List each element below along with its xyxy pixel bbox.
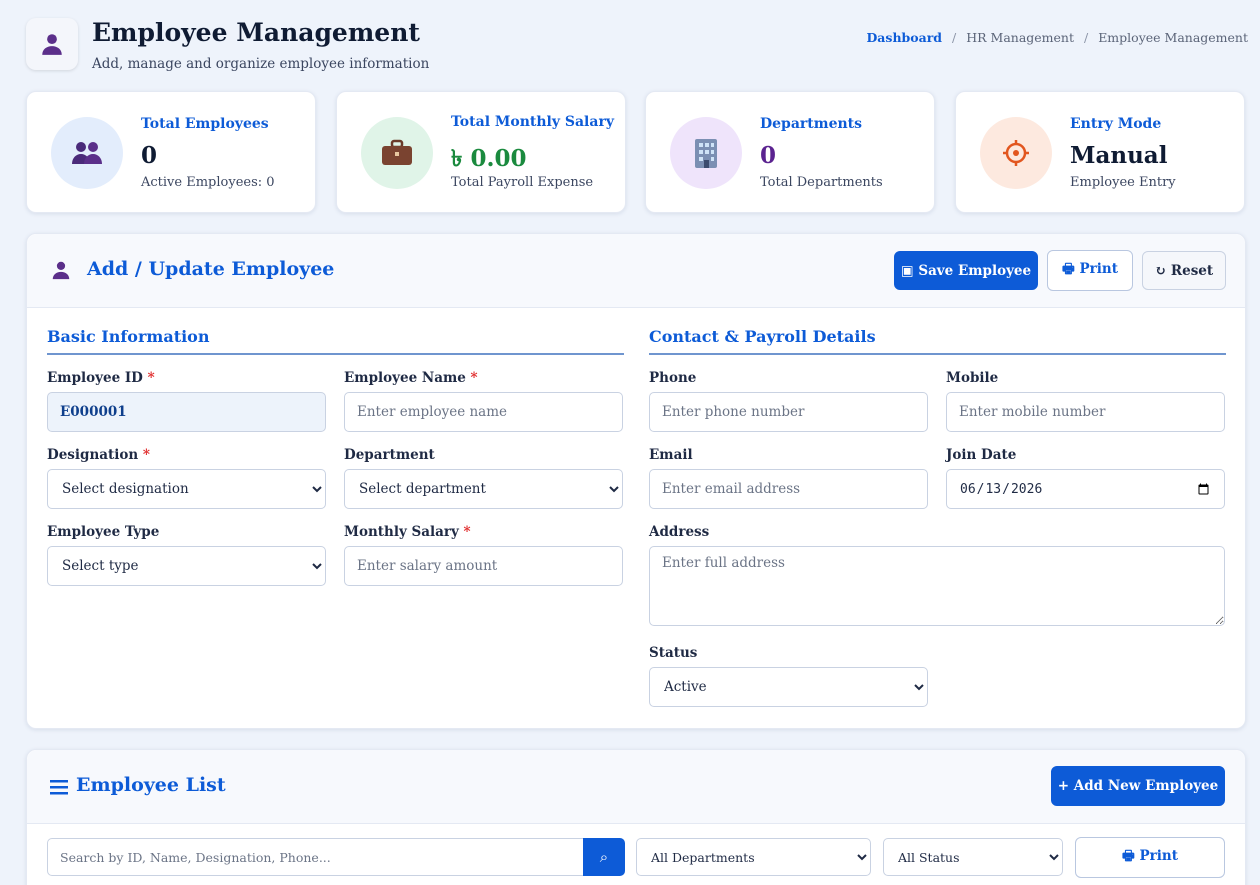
employee-name-label: Employee Name *	[344, 370, 478, 386]
list-print-button[interactable]: 🖶 Print	[1075, 837, 1225, 878]
user-icon	[49, 258, 73, 282]
people-icon	[51, 117, 123, 189]
department-label: Department	[344, 447, 435, 463]
mobile-input[interactable]	[946, 392, 1225, 432]
add-new-employee-button[interactable]: + Add New Employee	[1051, 766, 1225, 806]
employee-name-input[interactable]	[344, 392, 623, 432]
employee-form-panel: Add / Update Employee ▣ Save Employee 🖶 …	[26, 233, 1246, 729]
breadcrumb-separator: /	[952, 30, 957, 45]
user-icon	[26, 18, 78, 70]
monthly-salary-label: Monthly Salary *	[344, 524, 471, 540]
breadcrumb-separator: /	[1083, 30, 1089, 45]
stat-label: Total Monthly Salary	[451, 114, 614, 130]
breadcrumb-current: Employee Management	[1098, 30, 1248, 45]
address-label: Address	[649, 524, 710, 540]
basic-information-heading: Basic Information	[47, 327, 210, 346]
department-filter-select[interactable]: All Departments	[636, 838, 871, 876]
stat-card-total-salary: Total Monthly Salary ৳ 0.00 Total Payrol…	[336, 91, 626, 213]
stat-value: 0	[760, 142, 777, 169]
stat-value: ৳ 0.00	[451, 145, 527, 172]
department-select[interactable]: Select department	[344, 469, 623, 509]
section-divider	[47, 353, 624, 355]
join-date-label: Join Date	[946, 447, 1017, 463]
status-label: Status	[649, 645, 698, 661]
stat-label: Total Employees	[141, 116, 269, 132]
building-icon	[670, 117, 742, 189]
employee-id-field[interactable]	[47, 392, 326, 432]
stat-label: Departments	[760, 116, 862, 132]
breadcrumb-dashboard[interactable]: Dashboard	[866, 30, 943, 45]
stat-sub: Total Payroll Expense	[451, 175, 594, 190]
list-icon	[47, 775, 71, 799]
section-divider	[649, 353, 1226, 355]
email-input[interactable]	[649, 469, 928, 509]
employee-type-select[interactable]: Select type	[47, 546, 326, 586]
employee-search-input[interactable]	[47, 838, 585, 876]
employee-id-label: Employee ID *	[47, 370, 155, 386]
panel-header: Add / Update Employee ▣ Save Employee 🖶 …	[27, 234, 1245, 308]
print-button[interactable]: 🖶 Print	[1047, 250, 1133, 291]
status-select[interactable]: Active	[649, 667, 928, 707]
employee-type-label: Employee Type	[47, 524, 160, 540]
email-label: Email	[649, 447, 693, 463]
phone-label: Phone	[649, 370, 697, 386]
monthly-salary-input[interactable]	[344, 546, 623, 586]
page-header: Employee Management Add, manage and orga…	[26, 18, 1248, 74]
breadcrumb-hr-management[interactable]: HR Management	[966, 30, 1074, 45]
panel-title: Employee List	[76, 774, 226, 796]
stat-card-departments: Departments 0 Total Departments	[645, 91, 935, 213]
address-textarea[interactable]	[649, 546, 1225, 626]
contact-payroll-heading: Contact & Payroll Details	[649, 327, 876, 346]
stat-label: Entry Mode	[1070, 116, 1162, 132]
designation-select[interactable]: Select designation	[47, 469, 326, 509]
reset-button[interactable]: ↻ Reset	[1142, 251, 1226, 290]
page-title: Employee Management	[92, 18, 420, 47]
stat-value: 0	[141, 142, 158, 169]
stat-sub: Active Employees: 0	[141, 175, 275, 190]
stat-card-entry-mode: Entry Mode Manual Employee Entry	[955, 91, 1245, 213]
search-button[interactable]: ⌕	[583, 838, 625, 876]
page-subtitle: Add, manage and organize employee inform…	[92, 56, 430, 72]
stat-sub: Total Departments	[760, 175, 883, 190]
mobile-label: Mobile	[946, 370, 999, 386]
status-filter-select[interactable]: All Status	[883, 838, 1063, 876]
designation-label: Designation *	[47, 447, 150, 463]
search-icon: ⌕	[599, 848, 609, 866]
briefcase-icon	[361, 117, 433, 189]
stat-sub: Employee Entry	[1070, 175, 1176, 190]
phone-input[interactable]	[649, 392, 928, 432]
panel-header: Employee List + Add New Employee	[27, 750, 1245, 824]
stat-value: Manual	[1070, 142, 1168, 169]
target-icon	[980, 117, 1052, 189]
stat-card-total-employees: Total Employees 0 Active Employees: 0	[26, 91, 316, 213]
join-date-input[interactable]	[946, 469, 1225, 509]
employee-list-panel: Employee List + Add New Employee ⌕ All D…	[26, 749, 1246, 885]
breadcrumb: Dashboard / HR Management / Employee Man…	[866, 30, 1248, 45]
panel-title: Add / Update Employee	[87, 258, 335, 280]
save-employee-button[interactable]: ▣ Save Employee	[894, 251, 1038, 290]
